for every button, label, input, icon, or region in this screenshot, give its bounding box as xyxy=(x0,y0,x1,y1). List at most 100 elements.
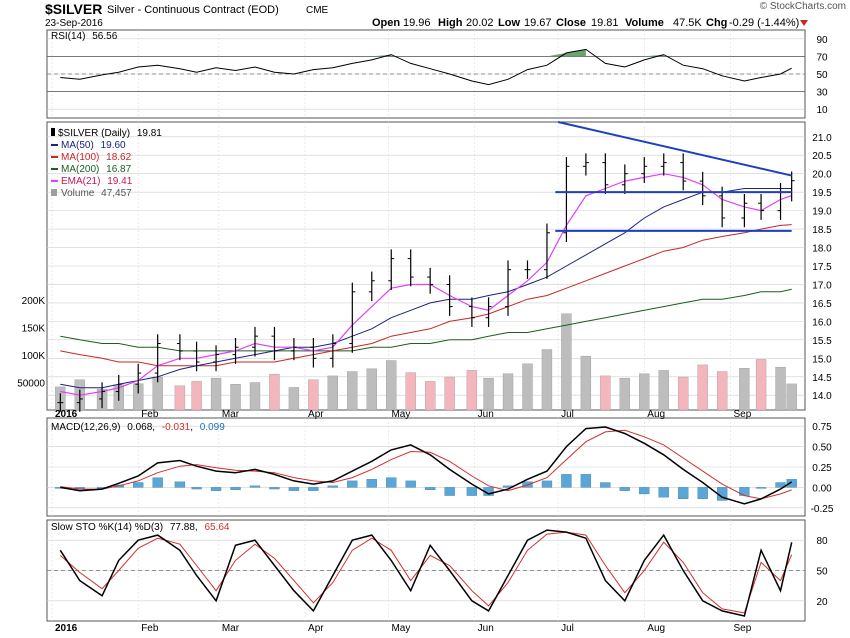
macd-histogram-bar xyxy=(133,482,144,488)
rsi-line xyxy=(60,48,792,86)
rsi-tick-label: 30 xyxy=(816,88,828,99)
macd-tick-label: 0.50 xyxy=(812,443,832,454)
macd-histogram-bar xyxy=(152,477,163,488)
sto-tick-label: 50 xyxy=(816,567,828,578)
volume-legend-swatch xyxy=(51,189,57,196)
price-tick-label: 14.5 xyxy=(812,373,832,384)
volume-bar xyxy=(269,374,280,411)
sto-month-label: 2016 xyxy=(55,623,78,633)
volume-legend-value: 47,457 xyxy=(101,188,132,199)
ma50-legend-value: 19.60 xyxy=(101,140,126,151)
ma50-legend-label: MA(50) xyxy=(61,140,94,151)
macd-tick-label: 0.00 xyxy=(812,483,832,494)
macd-histogram-bar xyxy=(230,487,241,491)
series-layer xyxy=(55,48,797,617)
sto-k-line xyxy=(59,529,793,617)
rsi-legend: RSI(14) 56.56 xyxy=(51,31,118,42)
ema21-legend-item: EMA(21) 19.41 xyxy=(61,176,133,187)
price-tick-label: 17.5 xyxy=(812,262,832,273)
price-legend-label: $SILVER (Daily) xyxy=(58,128,130,139)
macd-histogram-bar xyxy=(366,479,377,488)
macd-histogram-bar xyxy=(347,480,358,488)
ema21-legend-label: EMA(21) xyxy=(61,176,100,187)
macd-histogram-bar xyxy=(775,482,786,488)
price-month-label: Jun xyxy=(478,409,494,420)
ma200-line xyxy=(60,288,792,352)
rsi-overbought-fill xyxy=(566,49,586,57)
price-month-label: Aug xyxy=(647,409,665,420)
high-value: 20.02 xyxy=(466,17,494,29)
volume-bar xyxy=(561,313,572,411)
macd-histogram-bar xyxy=(541,480,553,488)
price-tick-label: 19.5 xyxy=(812,188,832,199)
macd-histogram-bar xyxy=(405,480,416,488)
ma100-legend-label: MA(100) xyxy=(61,152,99,163)
macd-histogram-bar xyxy=(288,487,300,491)
macd-tick-label: 0.25 xyxy=(812,463,832,474)
sto-month-label: Jun xyxy=(478,623,494,633)
macd-histogram-bar xyxy=(739,487,750,496)
volume-legend-item: Volume 47,457 xyxy=(61,188,132,199)
price-tick-label: 20.5 xyxy=(812,151,832,162)
volume-bar xyxy=(522,363,533,411)
macd-legend-value-2: -0.031 xyxy=(162,422,191,433)
ma50-line xyxy=(60,188,792,389)
macd-legend: MACD(12,26,9) 0.068, -0.031, 0.099 xyxy=(51,422,225,433)
macd-legend-value-3: 0.099 xyxy=(200,422,225,433)
volume-bar xyxy=(174,385,186,411)
volume-bar xyxy=(425,381,436,411)
price-month-label: Feb xyxy=(141,409,159,420)
macd-histogram-bar xyxy=(210,487,222,491)
rsi-tick-label: 10 xyxy=(816,105,828,116)
trendline xyxy=(557,121,792,177)
price-month-label: May xyxy=(391,409,410,420)
axis-layer: 90 70 50 30 10 21.0 20.5 20.0 19.5 19.0 18.5 18.0 17… xyxy=(17,35,834,634)
sto-legend-value-d: 65.64 xyxy=(204,522,229,533)
low-label: Low xyxy=(498,17,520,29)
ema21-legend-value: 19.41 xyxy=(107,176,132,187)
low-value: 19.67 xyxy=(524,17,552,29)
ma200-legend-label: MA(200) xyxy=(61,164,99,175)
volume-bar xyxy=(716,371,728,411)
watermark: © StockCharts.com xyxy=(760,1,846,12)
grid-layer xyxy=(47,30,805,621)
sto-month-label: Apr xyxy=(308,623,324,633)
price-tick-label: 15.5 xyxy=(812,336,832,347)
macd-histogram-bar xyxy=(580,474,592,488)
price-tick-label: 21.0 xyxy=(812,133,832,144)
volume-bar xyxy=(697,364,708,411)
rsi-legend-label: RSI(14) xyxy=(51,31,85,42)
macd-line xyxy=(60,426,793,505)
volume-bar xyxy=(678,376,689,411)
macd-histogram-bar xyxy=(327,485,338,488)
volume-tick-label: 100K xyxy=(22,351,46,362)
volume-bar xyxy=(210,377,222,411)
macd-histogram-bar xyxy=(639,487,650,495)
sto-month-label: Feb xyxy=(141,623,159,633)
chg-value: -0.29 (-1.44%) xyxy=(729,17,799,29)
high-label: High xyxy=(438,17,463,29)
price-tick-label: 14.0 xyxy=(812,391,832,402)
ma100-legend-item: MA(100) 18.62 xyxy=(61,152,132,163)
macd-histogram-bar xyxy=(444,487,455,496)
rsi-tick-label: 90 xyxy=(816,35,828,46)
price-tick-label: 18.5 xyxy=(812,225,832,236)
sto-legend-label: Slow STO %K(14) %D(3) xyxy=(51,522,163,533)
ma200-legend-item: MA(200) 16.87 xyxy=(61,164,132,175)
price-month-label: Jul xyxy=(561,409,574,420)
date: 23-Sep-2016 xyxy=(45,18,103,29)
macd-legend-value-1: 0.068 xyxy=(127,422,152,433)
volume-tick-label: 200K xyxy=(22,296,46,307)
volume-label: Volume xyxy=(625,17,664,29)
macd-histogram-bar xyxy=(755,487,767,489)
volume-bar xyxy=(230,383,241,411)
sto-month-label: Jul xyxy=(561,623,574,633)
macd-histogram-bar xyxy=(786,479,797,488)
price-tick-label: 16.5 xyxy=(812,299,832,310)
ma100-line xyxy=(60,224,792,367)
open-value: 19.96 xyxy=(403,17,431,29)
volume-bar xyxy=(639,373,650,411)
macd-legend-label: MACD(12,26,9) xyxy=(51,422,120,433)
macd-histogram-bar xyxy=(191,487,202,490)
